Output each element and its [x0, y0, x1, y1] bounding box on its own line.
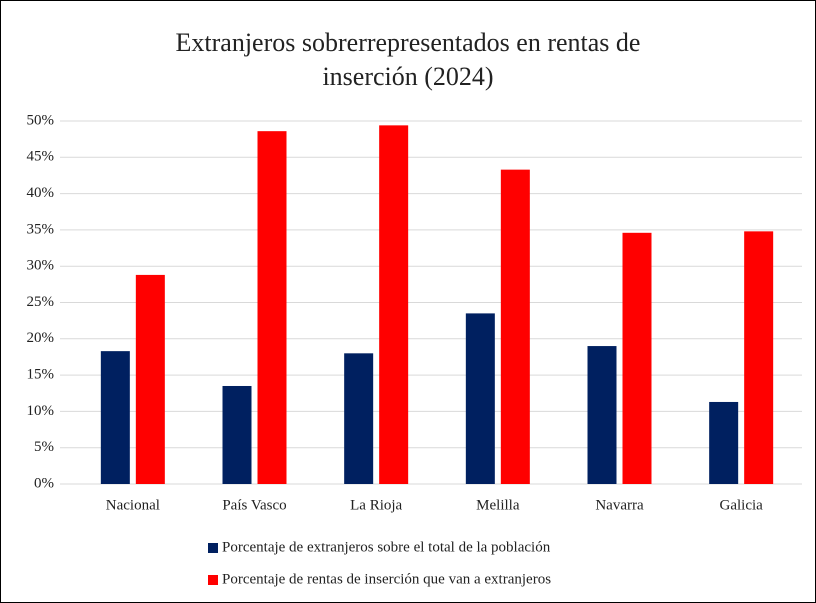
x-tick-label: Navarra	[595, 497, 644, 513]
bar	[744, 231, 774, 484]
x-tick-label: Melilla	[476, 497, 520, 513]
bar	[222, 385, 252, 484]
y-tick-label: 35%	[27, 221, 55, 237]
legend-swatch	[208, 575, 218, 585]
y-tick-label: 15%	[27, 367, 55, 383]
y-tick-label: 5%	[34, 439, 54, 455]
bar	[709, 401, 739, 484]
legend-label: Porcentaje de rentas de inserción que va…	[222, 571, 551, 587]
x-tick-label: La Rioja	[350, 497, 402, 513]
y-tick-label: 20%	[27, 330, 55, 346]
y-tick-label: 30%	[27, 258, 55, 274]
bar	[257, 131, 287, 484]
legend-swatch	[208, 543, 218, 553]
bar	[465, 313, 495, 484]
y-tick-label: 25%	[27, 294, 55, 310]
y-tick-label: 10%	[27, 403, 55, 419]
bar	[500, 169, 530, 484]
y-tick-label: 40%	[27, 185, 55, 201]
x-tick-label: País Vasco	[222, 497, 286, 513]
legend-label: Porcentaje de extranjeros sobre el total…	[222, 539, 551, 555]
bar	[587, 346, 617, 484]
bar	[379, 125, 409, 484]
y-tick-label: 45%	[27, 149, 55, 165]
bar	[622, 232, 652, 484]
bar	[344, 353, 374, 484]
bar	[100, 351, 130, 484]
y-tick-label: 0%	[34, 475, 54, 491]
bar	[135, 274, 165, 484]
x-tick-label: Galicia	[720, 497, 764, 513]
chart-title: Extranjeros sobrerrepresentados en renta…	[175, 28, 641, 91]
y-tick-label: 50%	[27, 112, 55, 128]
x-tick-label: Nacional	[106, 497, 160, 513]
